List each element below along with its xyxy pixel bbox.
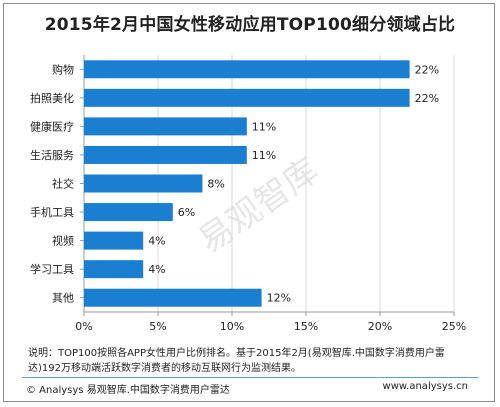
website-link[interactable]: www.analysys.cn [382,381,468,392]
data-label: 11% [252,149,276,162]
x-tick-label: 25% [442,320,466,333]
data-label: 6% [178,206,195,219]
category-label: 生活服务 [30,148,74,162]
category-label: 拍照美化 [30,91,74,105]
category-label: 其他 [52,292,74,305]
x-tick-label: 20% [368,320,392,333]
bar [84,203,173,222]
bar [84,231,144,250]
footer-divider [22,377,478,378]
bar [84,260,144,279]
bar [84,174,203,193]
data-label: 11% [252,120,276,133]
bar [84,117,247,136]
data-label: 4% [148,263,165,276]
bar [84,60,410,79]
bar [84,288,262,307]
data-label: 22% [415,63,439,76]
data-label: 22% [415,92,439,105]
category-label: 手机工具 [30,205,74,219]
bar [84,145,247,164]
category-label: 购物 [52,62,74,76]
category-label: 健康医疗 [30,119,74,133]
data-label: 4% [148,235,165,248]
x-tick-label: 0% [75,320,92,333]
category-label: 社交 [52,177,74,191]
source-credit: © Analysys 易观智库.中国数字消费用户雷达 [26,385,230,396]
data-label: 8% [207,178,224,191]
chart-title: 2015年2月中国女性移动应用TOP100细分领域占比 [44,15,456,35]
chart-note: 说明：TOP100按照各APP女性用户比例排名。基于2015年2月(易观智库.中… [28,348,445,374]
x-tick-label: 15% [294,320,318,333]
bar [84,88,410,107]
category-label: 视频 [52,234,74,248]
x-tick-label: 10% [220,320,244,333]
data-label: 12% [267,292,291,305]
category-label: 学习工具 [30,262,74,276]
x-tick-label: 5% [149,320,166,333]
